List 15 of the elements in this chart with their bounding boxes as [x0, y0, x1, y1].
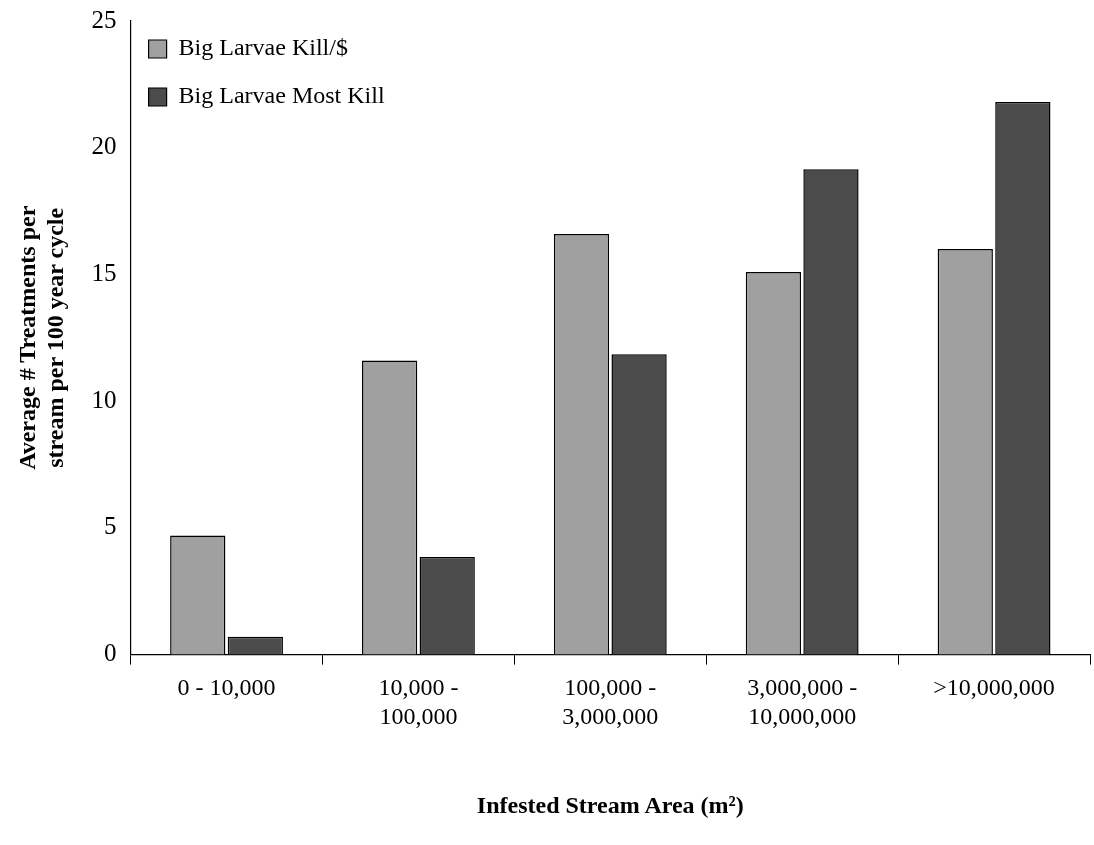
x-tick-label: 100,000 - 3,000,000 [562, 674, 659, 730]
x-tick-label: 3,000,000 - 10,000,000 [747, 674, 858, 730]
y-tick-label: 20 [91, 132, 117, 160]
x-tick-label: 10,000 - 100,000 [378, 674, 459, 730]
x-axis-title: Infested Stream Area (m²) [476, 791, 744, 818]
y-tick-label: 10 [91, 385, 117, 413]
legend-label: Big Larvae Kill/$ [178, 34, 348, 61]
x-tick-label: 0 - 10,000 [177, 674, 276, 701]
y-tick-label: 0 [104, 639, 117, 667]
legend-label: Big Larvae Most Kill [178, 82, 385, 109]
y-tick-label: 25 [91, 5, 117, 33]
x-tick-label: >10,000,000 [933, 674, 1055, 701]
y-tick-label: 15 [91, 259, 117, 286]
y-tick-label: 5 [104, 512, 117, 540]
y-axis-title: Average # Treatments per stream per 100 year cycle [13, 205, 69, 470]
